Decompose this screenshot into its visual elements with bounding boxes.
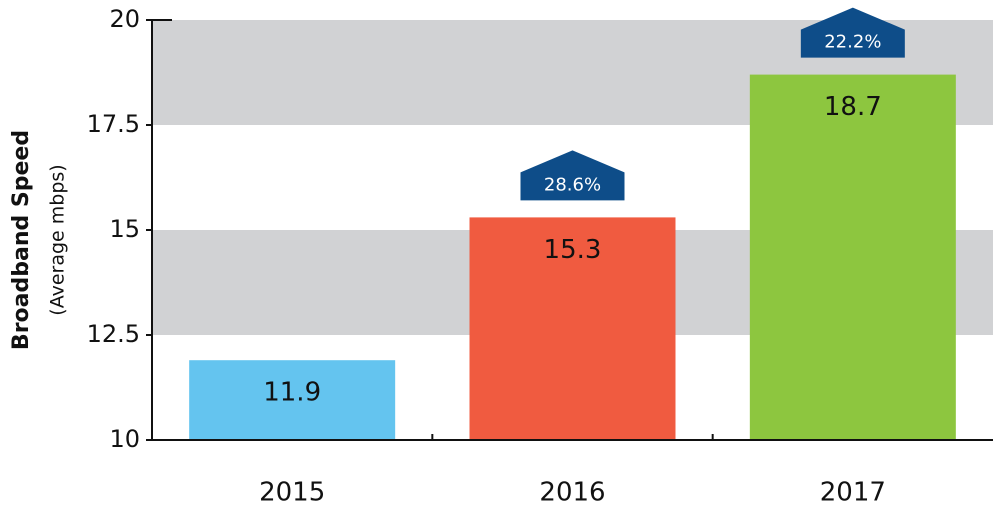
data-label: 11.9 (263, 378, 321, 408)
y-axis-title: Broadband Speed (9, 130, 34, 350)
annotation-arrow (800, 7, 905, 58)
bar (469, 217, 676, 440)
y-axis-subtitle: (Average mbps) (47, 164, 69, 315)
data-label: 18.7 (824, 92, 882, 122)
bar (189, 360, 396, 440)
annotation-arrow (520, 150, 625, 201)
x-tick-label: 2016 (539, 478, 605, 508)
y-tick-label: 12.5 (87, 320, 140, 348)
x-tick-label: 2017 (820, 478, 886, 508)
y-tick-label: 10 (109, 425, 140, 453)
y-tick-label: 20 (109, 5, 140, 33)
y-tick-label: 15 (109, 215, 140, 243)
x-tick-label: 2015 (259, 478, 325, 508)
data-label: 15.3 (544, 235, 602, 265)
bar (749, 74, 956, 440)
annotation-label: 28.6% (544, 174, 601, 195)
y-tick-label: 17.5 (87, 110, 140, 138)
annotation-label: 22.2% (824, 32, 881, 53)
